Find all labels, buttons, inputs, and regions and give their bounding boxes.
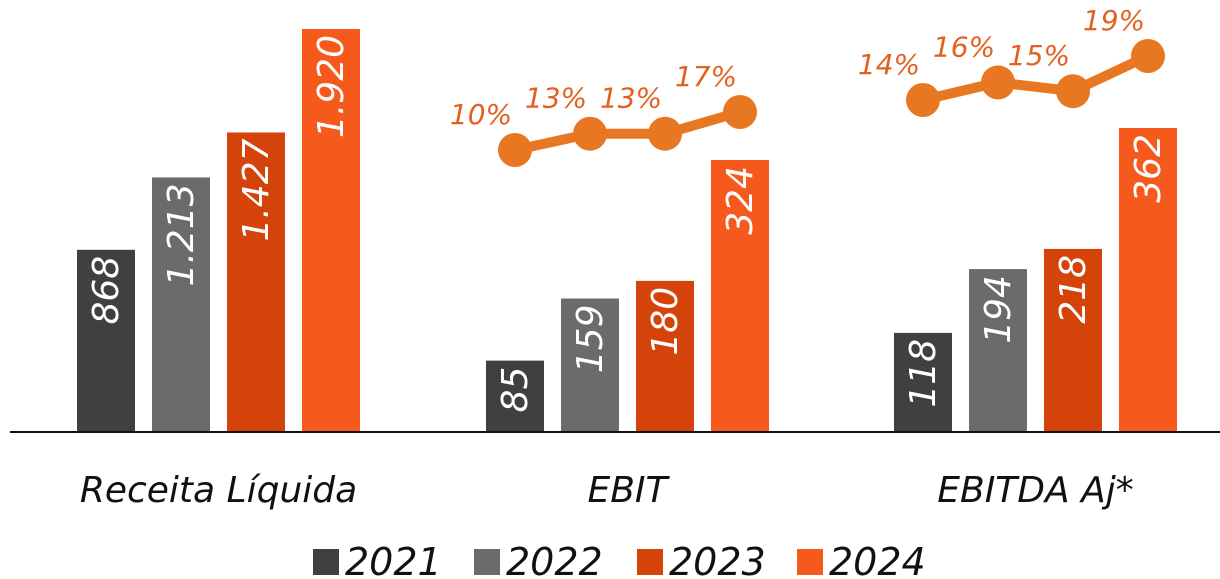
bar-ebitda-aj-2023 bbox=[1044, 248, 1102, 432]
legend-label-2023: 2023 bbox=[669, 540, 766, 579]
bar-receita-liquida-2022 bbox=[152, 177, 210, 432]
category-label-ebit: EBIT bbox=[587, 470, 670, 511]
data-label-ebit-2022: 159 bbox=[570, 305, 611, 374]
legend-swatch-2024 bbox=[797, 549, 823, 575]
bar-ebit-2021 bbox=[486, 360, 544, 432]
category-label-ebitda-aj: EBITDA Aj* bbox=[937, 470, 1133, 511]
data-label-ebitda-aj-2022: 194 bbox=[978, 275, 1019, 344]
margin-label-ebitda-aj-2022: 16% bbox=[933, 30, 995, 63]
category-label-receita-liquida: Receita Líquida bbox=[80, 470, 357, 511]
margin-point-ebit-2024 bbox=[723, 95, 757, 129]
data-label-ebitda-aj-2023: 218 bbox=[1053, 255, 1094, 324]
data-label-receita-liquida-2021: 868 bbox=[86, 256, 127, 325]
legend-swatch-2022 bbox=[474, 549, 500, 575]
bar-receita-liquida-2023 bbox=[227, 132, 285, 433]
data-label-ebitda-aj-2024: 362 bbox=[1128, 134, 1169, 203]
margin-label-ebitda-aj-2021: 14% bbox=[858, 48, 920, 81]
bars-group: 868 1.213 1.427 1.920 85 159 180 324 118 194 218 36… bbox=[77, 29, 1177, 433]
bar-ebitda-aj-2024 bbox=[1119, 128, 1177, 432]
legend-label-2024: 2024 bbox=[829, 540, 926, 579]
bar-receita-liquida-2021 bbox=[77, 249, 135, 432]
margin-point-ebit-2023 bbox=[648, 116, 682, 151]
legend-label-2021: 2021 bbox=[345, 540, 442, 579]
bar-ebit-2023 bbox=[636, 280, 694, 432]
bar-ebit-2024 bbox=[711, 160, 769, 432]
category-labels: Receita Líquida EBIT EBITDA Aj* bbox=[80, 470, 1134, 511]
bar-ebitda-aj-2021 bbox=[894, 332, 952, 432]
legend-swatch-2021 bbox=[313, 549, 339, 575]
margin-label-ebitda-aj-2023: 15% bbox=[1008, 39, 1070, 72]
data-label-ebit-2023: 180 bbox=[645, 287, 686, 356]
margin-lines-group: 10% 13% 13% 17% 14% 16% 15% 19% bbox=[450, 4, 1165, 167]
bar-receita-liquida-2024 bbox=[302, 29, 360, 432]
data-label-receita-liquida-2024: 1.920 bbox=[311, 35, 352, 138]
data-label-receita-liquida-2022: 1.213 bbox=[161, 183, 202, 286]
margin-point-ebitda-aj-2021 bbox=[906, 83, 940, 117]
margin-point-ebitda-aj-2023 bbox=[1056, 74, 1090, 109]
margin-label-ebit-2022: 13% bbox=[525, 82, 587, 115]
margin-label-ebitda-aj-2024: 19% bbox=[1083, 4, 1145, 37]
data-label-ebit-2021: 85 bbox=[495, 367, 536, 413]
data-label-receita-liquida-2023: 1.427 bbox=[236, 138, 277, 241]
margin-point-ebit-2022 bbox=[573, 116, 607, 151]
margin-label-ebit-2024: 17% bbox=[675, 60, 737, 93]
data-label-ebit-2024: 324 bbox=[720, 166, 761, 235]
margin-point-ebitda-aj-2024 bbox=[1131, 39, 1165, 73]
bar-ebitda-aj-2022 bbox=[969, 269, 1027, 432]
margin-label-ebit-2023: 13% bbox=[600, 82, 662, 115]
margin-line-ebit bbox=[513, 107, 742, 155]
margin-point-ebitda-aj-2022 bbox=[981, 65, 1015, 100]
margin-point-ebit-2021 bbox=[498, 133, 532, 167]
legend-label-2022: 2022 bbox=[506, 540, 603, 579]
legend-swatch-2023 bbox=[637, 549, 663, 575]
data-label-ebitda-aj-2021: 118 bbox=[903, 339, 944, 408]
legend: 2021 2022 2023 2024 bbox=[313, 540, 926, 579]
margin-line-ebitda-aj bbox=[921, 51, 1151, 105]
margin-label-ebit-2021: 10% bbox=[450, 98, 512, 131]
bar-ebit-2022 bbox=[561, 298, 619, 432]
